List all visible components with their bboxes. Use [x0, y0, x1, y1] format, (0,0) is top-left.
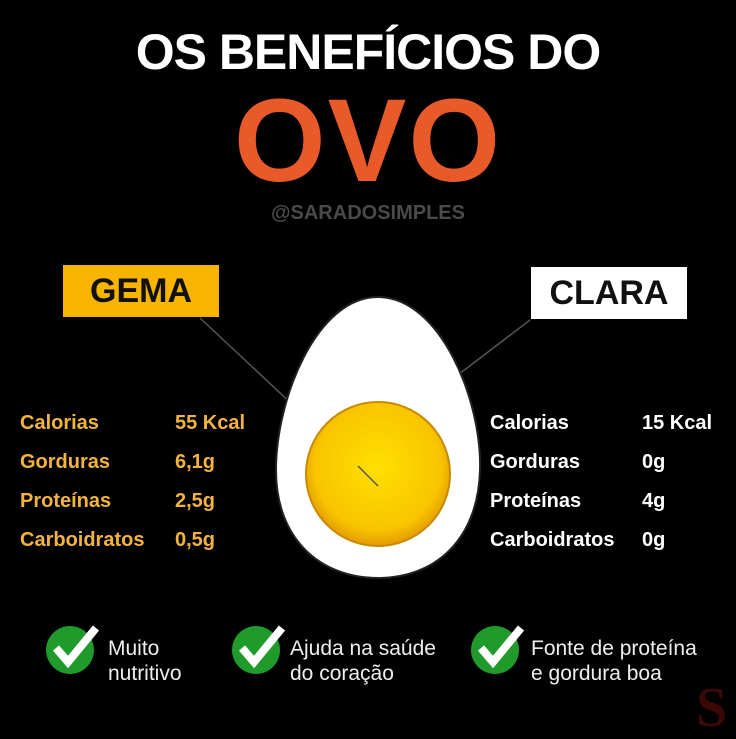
table-row: Carboidratos 0g	[490, 529, 666, 551]
check-icon	[46, 625, 100, 674]
egg-yolk	[305, 401, 451, 547]
check-icon	[471, 625, 525, 674]
benefit-item: Muito nutritivo	[108, 637, 182, 685]
gema-nutrition-table: Calorias 55 Kcal Gorduras 6,1g Proteínas 2,…	[20, 410, 245, 566]
clara-label: CLARA	[531, 267, 687, 319]
headline-ovo: OVO	[233, 75, 503, 207]
table-row: Proteínas 2,5g	[20, 490, 216, 512]
table-row: Calorias 55 Kcal	[20, 412, 246, 434]
table-row: Carboidratos 0,5g	[20, 529, 216, 551]
gema-label: GEMA	[63, 265, 219, 317]
watermark-logo: S	[696, 677, 728, 739]
check-icon	[232, 625, 286, 674]
table-row: Gorduras 0g	[490, 451, 666, 473]
benefit-item: Ajuda na saúde do coração	[290, 637, 436, 685]
page-title: OS BENEFÍCIOS DO	[135, 24, 602, 80]
clara-nutrition-table: Calorias 15 Kcal Gorduras 0g Proteínas 4g C…	[490, 410, 712, 566]
table-row: Proteínas 4g	[490, 490, 666, 512]
benefit-item: Fonte de proteína e gordura boa	[531, 637, 697, 685]
table-row: Calorias 15 Kcal	[490, 412, 713, 434]
social-handle: @SARADOSIMPLES	[271, 202, 465, 224]
table-row: Gorduras 6,1g	[20, 451, 216, 473]
